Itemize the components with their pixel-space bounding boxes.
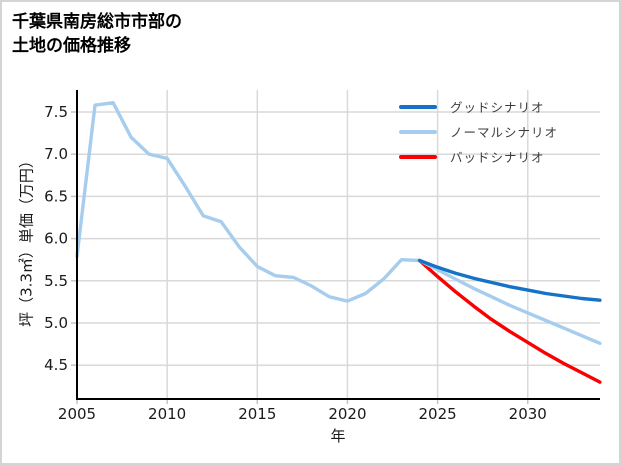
- series-line-グッドシナリオ: [417, 258, 602, 302]
- chart-title-line1: 千葉県南房総市市部の: [12, 12, 182, 32]
- series-line-historical: [75, 100, 422, 303]
- x-tick-label: 2025: [419, 405, 457, 423]
- legend-line-good-icon: [399, 104, 437, 109]
- legend-line-normal-icon: [399, 129, 437, 134]
- legend-label-bad: バッドシナリオ: [450, 150, 545, 165]
- x-tick-label: 2030: [509, 405, 547, 423]
- y-tick-label: 5.0: [44, 314, 68, 332]
- series-line-ノーマルシナリオ: [417, 258, 602, 345]
- legend-item-good: グッドシナリオ: [399, 94, 558, 119]
- y-tick-label: 7.5: [44, 103, 68, 121]
- series-line-バッドシナリオ: [417, 258, 602, 384]
- y-axis-label: 坪（3.3㎡）単価（万円）: [17, 153, 36, 327]
- legend-item-bad: バッドシナリオ: [399, 144, 558, 169]
- y-tick-label: 7.0: [44, 145, 68, 163]
- legend-label-good: グッドシナリオ: [450, 100, 545, 115]
- x-tick-label: 2005: [58, 405, 96, 423]
- legend-label-normal: ノーマルシナリオ: [450, 125, 559, 140]
- y-tick-label: 4.5: [44, 356, 68, 374]
- y-tick-label: 6.0: [44, 230, 68, 248]
- x-tick-label: 2020: [328, 405, 366, 423]
- y-tick-label: 5.5: [44, 272, 68, 290]
- y-tick-label: 6.5: [44, 187, 68, 205]
- legend-item-normal: ノーマルシナリオ: [399, 119, 558, 144]
- x-axis-label: 年: [330, 427, 346, 445]
- x-tick-label: 2015: [238, 405, 276, 423]
- chart-title-line2: 土地の価格推移: [12, 36, 131, 56]
- legend: グッドシナリオ ノーマルシナリオ バッドシナリオ: [399, 94, 558, 169]
- x-tick-label: 2010: [148, 405, 186, 423]
- chart-title: 千葉県南房総市市部の 土地の価格推移: [12, 10, 182, 58]
- legend-line-bad-icon: [399, 154, 437, 159]
